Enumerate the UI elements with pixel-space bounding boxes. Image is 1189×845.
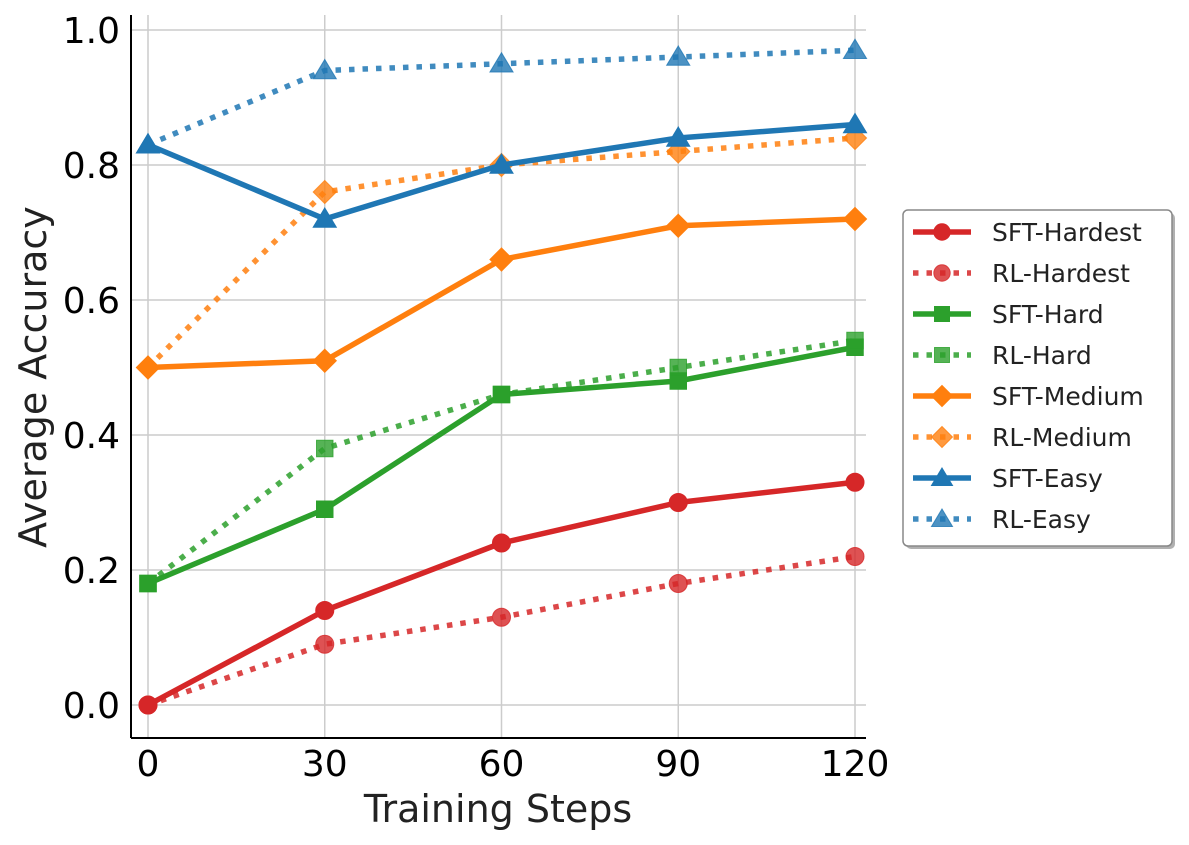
series-rl-easy [135, 38, 868, 154]
data-point [842, 206, 868, 232]
data-point [316, 500, 334, 518]
legend-marker [930, 425, 954, 449]
axes [130, 15, 866, 739]
data-point [312, 207, 338, 228]
x-tick-label: 60 [479, 744, 525, 785]
legend-marker [934, 347, 950, 363]
legend-label: RL-Medium [992, 423, 1132, 452]
data-point [845, 546, 865, 567]
data-point [489, 247, 514, 272]
legend-label: SFT-Hard [992, 300, 1104, 329]
y-axis-title: Average Accuracy [11, 206, 55, 548]
data-point [842, 112, 868, 134]
legend-item: SFT-Medium [913, 382, 1144, 411]
x-tick-label: 90 [655, 744, 701, 785]
legend-item: RL-Hardest [913, 259, 1130, 288]
legend-marker [933, 264, 951, 282]
data-point [845, 472, 865, 492]
data-point [491, 533, 512, 553]
data-point [665, 139, 691, 164]
legend-marker [934, 306, 950, 322]
y-tick-label: 0.2 [63, 551, 120, 592]
data-point [139, 574, 157, 593]
y-tick-label: 0.6 [63, 281, 120, 322]
data-point [315, 600, 335, 621]
y-tick-label: 1.0 [63, 11, 120, 52]
legend-item: RL-Easy [913, 505, 1091, 534]
data-point [489, 51, 514, 73]
legend-item: SFT-Easy [913, 464, 1103, 493]
legend-box [902, 209, 1173, 547]
data-point [668, 573, 688, 594]
x-tick-label: 30 [302, 744, 348, 785]
data-point [492, 385, 511, 404]
legend: SFT-Hardest RL-Hardest SFT-Hard RL-Hard SFT-… [902, 209, 1175, 549]
legend-marker [930, 384, 954, 408]
x-tick-label: 120 [821, 744, 890, 785]
x-tick-label: 0 [137, 744, 160, 785]
legend-label: RL-Hardest [992, 259, 1130, 288]
series-line [146, 135, 856, 370]
data-point [312, 348, 338, 374]
data-point [135, 355, 161, 380]
data-point [316, 439, 334, 458]
data-point [312, 58, 338, 80]
data-point [138, 695, 158, 715]
data-point [312, 179, 338, 205]
legend-marker [930, 467, 954, 486]
data-point [315, 634, 335, 654]
data-point [842, 38, 868, 59]
data-point [842, 125, 868, 151]
data-point [669, 358, 687, 377]
legend-item: SFT-Hardest [913, 218, 1142, 247]
tick-labels: 0 30 60 90 120 0.0 0.2 0.4 0.6 0.8 1.0 [63, 11, 890, 785]
y-tick-label: 0.8 [63, 146, 120, 187]
data-point [665, 213, 691, 239]
data-point [668, 492, 688, 513]
data-point [665, 45, 691, 66]
data-point [665, 126, 691, 147]
series-rl-hardest [138, 546, 865, 715]
legend-label: SFT-Hardest [992, 218, 1142, 247]
legend-marker [930, 508, 954, 527]
data-point [491, 607, 512, 627]
legend-item: RL-Medium [913, 423, 1132, 452]
legend-item: SFT-Hard [913, 300, 1104, 329]
legend-label: SFT-Medium [992, 382, 1144, 411]
legend-label: SFT-Easy [992, 464, 1103, 493]
data-point [135, 132, 161, 154]
legend-label: RL-Easy [992, 505, 1091, 534]
x-axis-title: Training Steps [363, 787, 632, 831]
legend-item: RL-Hard [913, 341, 1092, 370]
series-lines [135, 38, 868, 715]
legend-marker [933, 223, 951, 241]
legend-label: RL-Hard [992, 341, 1092, 370]
series-rl-hard [139, 331, 864, 593]
grid-lines [131, 15, 866, 738]
y-tick-label: 0.4 [63, 416, 120, 457]
data-point [846, 331, 864, 350]
y-tick-label: 0.0 [63, 686, 120, 727]
data-point [489, 153, 514, 174]
